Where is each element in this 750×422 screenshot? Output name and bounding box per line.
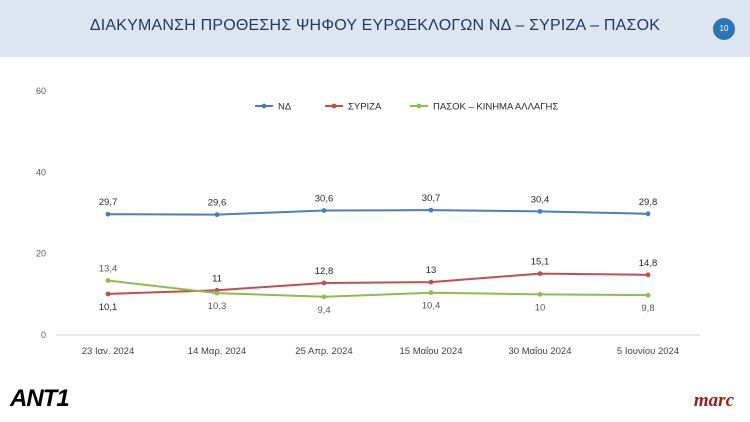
y-tick-label: 40 xyxy=(36,167,46,177)
y-tick-label: 0 xyxy=(41,330,46,340)
data-label: 30,6 xyxy=(315,194,334,205)
data-point xyxy=(645,292,651,298)
data-label: 10 xyxy=(535,302,546,313)
page-number-badge: 10 xyxy=(713,18,735,40)
legend-marker xyxy=(261,103,267,109)
legend-label: ΣΥΡΙΖΑ xyxy=(348,102,382,113)
data-label: 10,1 xyxy=(99,302,118,313)
data-label: 11 xyxy=(212,273,222,284)
y-tick-label: 20 xyxy=(36,249,46,259)
data-label: 30,7 xyxy=(422,193,441,204)
series-line xyxy=(107,279,649,298)
data-point xyxy=(321,208,327,213)
data-label: 29,7 xyxy=(99,197,118,208)
data-point xyxy=(105,278,111,283)
ant1-logo: ANT1 xyxy=(10,385,70,412)
x-tick-label: 5 Ιουνίου 2024 xyxy=(617,346,679,357)
series-line xyxy=(107,209,649,216)
data-label: 30,4 xyxy=(531,194,550,205)
legend-label: ΝΔ xyxy=(278,102,292,113)
data-point xyxy=(321,294,327,300)
data-label: 13,4 xyxy=(99,264,118,275)
data-point xyxy=(428,290,434,296)
data-label: 12,8 xyxy=(315,266,334,277)
x-tick-label: 30 Μαΐου 2024 xyxy=(509,346,572,357)
data-label: 14,8 xyxy=(639,258,658,269)
page-title: ΔΙΑΚΥΜΑΝΣΗ ΠΡΟΘΕΣΗΣ ΨΗΦΟΥ ΕΥΡΩΕΚΛΟΓΩΝ ΝΔ… xyxy=(89,17,661,34)
data-point xyxy=(537,271,543,276)
data-point xyxy=(537,291,543,297)
marc-logo: marc xyxy=(693,390,734,411)
data-point xyxy=(214,212,220,218)
data-point xyxy=(214,290,220,296)
data-point xyxy=(428,207,434,213)
data-label: 9,8 xyxy=(641,303,654,314)
data-label: 10,4 xyxy=(422,301,441,312)
data-label: 29,8 xyxy=(639,197,658,208)
data-point xyxy=(645,272,651,278)
data-label: 10,3 xyxy=(208,301,227,312)
x-tick-label: 23 Ιαν. 2024 xyxy=(82,346,135,357)
data-point xyxy=(321,280,327,286)
data-label: 13 xyxy=(426,265,437,276)
data-label: 9,4 xyxy=(317,305,330,316)
data-point xyxy=(645,211,651,217)
data-label: 29,6 xyxy=(208,198,227,209)
legend-marker xyxy=(416,103,422,109)
y-tick-label: 60 xyxy=(36,86,46,96)
data-label: 15,1 xyxy=(531,257,550,268)
data-point xyxy=(428,279,434,285)
header-bar xyxy=(0,0,750,57)
data-point xyxy=(105,211,111,217)
legend-marker xyxy=(331,103,337,109)
x-tick-label: 25 Απρ. 2024 xyxy=(295,346,352,357)
legend-label: ΠΑΣΟΚ – ΚΙΝΗΜΑ ΑΛΛΑΓΗΣ xyxy=(433,102,558,113)
x-tick-label: 15 Μαΐου 2024 xyxy=(400,346,463,357)
x-tick-label: 14 Μαρ. 2024 xyxy=(188,346,246,357)
data-point xyxy=(105,291,111,297)
data-point xyxy=(537,208,543,214)
